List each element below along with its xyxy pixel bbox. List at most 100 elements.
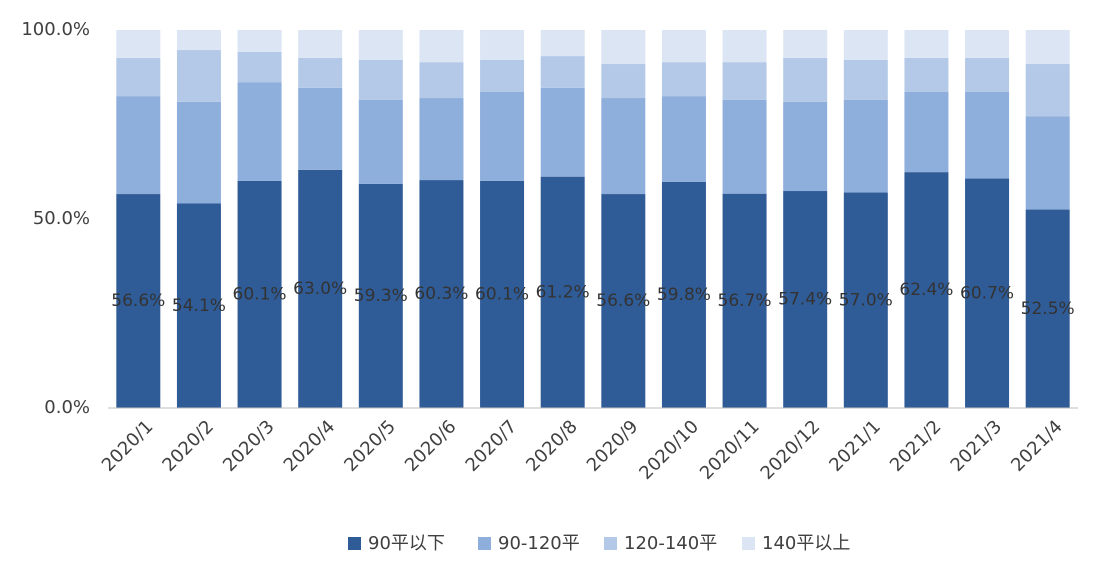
data-label: 57.0% — [839, 290, 893, 310]
bar-segment — [904, 91, 949, 173]
bar-segment — [358, 30, 403, 60]
y-tick-label: 100.0% — [21, 19, 90, 40]
legend-label: 140平以上 — [762, 533, 850, 554]
bar-segment — [176, 50, 221, 102]
bar-segment — [904, 30, 949, 58]
bar-segment — [965, 178, 1010, 408]
bar-segment — [601, 30, 646, 65]
bar-segment — [298, 87, 343, 170]
bar-segment — [783, 191, 828, 408]
x-tick-label: 2021/2 — [886, 416, 946, 476]
bar-segment — [722, 62, 767, 100]
bar-segment — [237, 180, 282, 408]
bar-segment — [965, 91, 1010, 179]
data-label: 54.1% — [172, 296, 226, 316]
bar-segment — [358, 59, 403, 100]
data-label: 59.8% — [657, 285, 711, 305]
data-label: 62.4% — [899, 280, 953, 300]
bar-segment — [783, 101, 828, 192]
legend-swatch — [604, 537, 617, 550]
bar-segment — [419, 62, 464, 99]
bar-segment — [601, 98, 646, 195]
bar-segment — [298, 30, 343, 58]
x-tick-label: 2020/7 — [462, 416, 522, 476]
bar-segment — [116, 96, 161, 195]
x-tick-label: 2020/4 — [280, 416, 340, 476]
bar-segment — [419, 180, 464, 408]
bar-segment — [843, 30, 888, 60]
y-tick-label: 0.0% — [44, 397, 90, 418]
data-label: 63.0% — [293, 279, 347, 299]
bar-segment — [540, 176, 585, 408]
bar-segment — [1025, 116, 1070, 210]
bar-segment — [722, 30, 767, 63]
legend-label: 90-120平 — [498, 533, 580, 554]
bar-segment — [722, 193, 767, 408]
x-tick-label: 2020/8 — [522, 416, 582, 476]
bar-segment — [358, 99, 403, 184]
x-tick-label: 2020/12 — [757, 416, 825, 484]
bar-segment — [237, 30, 282, 52]
bar-segment — [116, 57, 161, 97]
bar-segment — [419, 30, 464, 63]
data-label: 56.7% — [718, 291, 772, 311]
bar-segment — [237, 51, 282, 83]
bar-segment — [419, 98, 464, 181]
x-tick-label: 2020/11 — [696, 416, 764, 484]
data-label: 61.2% — [536, 282, 590, 302]
legend-swatch — [742, 537, 755, 550]
bar-segment — [1025, 30, 1070, 65]
data-label: 60.3% — [414, 284, 468, 304]
x-tick-label: 2020/9 — [583, 416, 643, 476]
x-tick-label: 2021/4 — [1007, 416, 1067, 476]
bar-segment — [661, 181, 706, 408]
bar-segment — [298, 169, 343, 408]
bar-segment — [661, 30, 706, 63]
bar-segment — [237, 82, 282, 181]
data-label: 57.4% — [778, 290, 832, 310]
bar-segment — [843, 59, 888, 100]
data-label: 60.7% — [960, 283, 1014, 303]
x-tick-label: 2020/3 — [219, 416, 279, 476]
data-label: 56.6% — [111, 291, 165, 311]
x-tick-label: 2020/1 — [98, 416, 158, 476]
x-tick-label: 2020/10 — [635, 416, 703, 484]
legend-label: 120-140平 — [624, 533, 717, 554]
bar-segment — [904, 57, 949, 92]
bar-segment — [1025, 64, 1070, 117]
bar-segment — [965, 57, 1010, 92]
bar-segment — [783, 57, 828, 102]
bar-segment — [904, 172, 949, 408]
bar-segment — [601, 64, 646, 99]
bar-segment — [540, 30, 585, 57]
legend-swatch — [478, 537, 491, 550]
data-label: 60.1% — [475, 284, 529, 304]
bar-segment — [176, 203, 221, 408]
bar-segment — [480, 91, 525, 181]
x-tick-label: 2020/2 — [158, 416, 218, 476]
bar-segment — [843, 192, 888, 408]
bar-segment — [1025, 209, 1070, 408]
bar-segment — [480, 59, 525, 92]
bar-segment — [480, 180, 525, 408]
data-label: 56.6% — [596, 291, 650, 311]
x-tick-label: 2021/1 — [825, 416, 885, 476]
bar-segment — [661, 62, 706, 97]
bar-segment — [722, 99, 767, 194]
data-label: 60.1% — [233, 284, 287, 304]
bar-segment — [601, 194, 646, 408]
bar-segment — [661, 96, 706, 182]
x-tick-label: 2020/6 — [401, 416, 461, 476]
bar-segment — [116, 194, 161, 408]
bar-segment — [176, 101, 221, 204]
bar-segment — [116, 30, 161, 58]
bar-segment — [843, 99, 888, 193]
bar-segment — [540, 56, 585, 88]
data-label: 59.3% — [354, 286, 408, 306]
bar-segment — [540, 87, 585, 177]
bar-segment — [176, 30, 221, 51]
x-tick-label: 2021/3 — [947, 416, 1007, 476]
legend-label: 90平以下 — [368, 533, 445, 554]
legend-swatch — [348, 537, 361, 550]
